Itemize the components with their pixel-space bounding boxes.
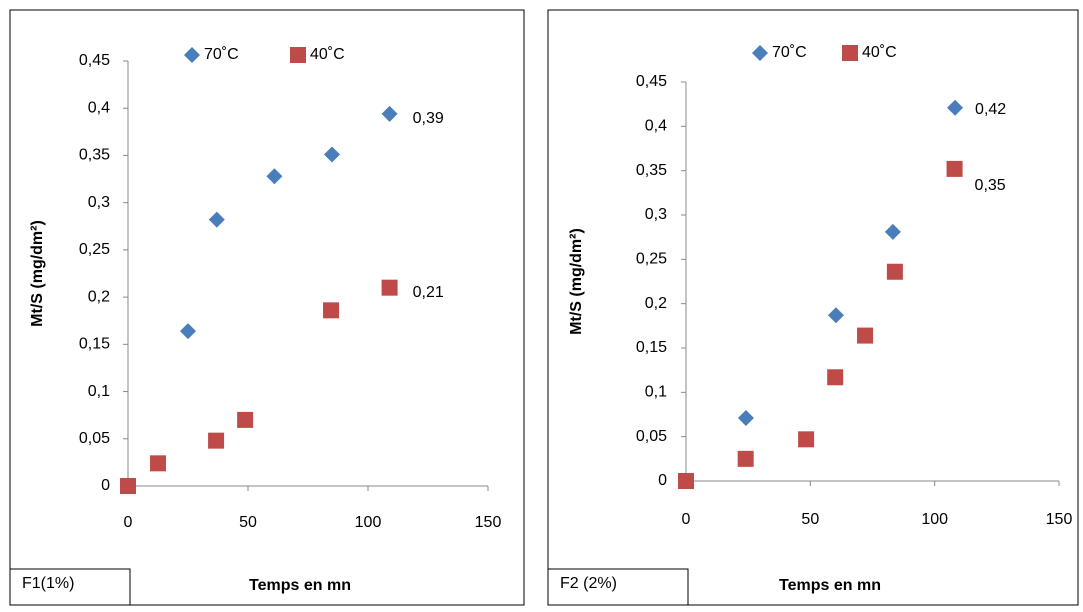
y-tick-label: 0,3 xyxy=(645,206,667,223)
x-tick-label: 50 xyxy=(239,514,257,531)
legend-marker xyxy=(752,45,768,61)
x-axis-title: Temps en mn xyxy=(249,577,351,594)
legend-marker xyxy=(842,45,858,61)
y-tick-label: 0,4 xyxy=(645,118,667,135)
data-label: 0,42 xyxy=(975,101,1006,118)
diamond-marker xyxy=(737,410,754,427)
x-tick-label: 150 xyxy=(1046,511,1073,528)
y-tick-label: 0,05 xyxy=(636,428,667,445)
data-label: 0,35 xyxy=(975,177,1006,194)
chart-frame xyxy=(547,9,1079,606)
diamond-marker xyxy=(180,323,196,340)
annotation: F1(1%) xyxy=(22,575,74,592)
data-label: 0,39 xyxy=(413,110,444,127)
legend-label: 40˚C xyxy=(862,44,897,61)
x-tick-label: 0 xyxy=(682,511,691,528)
y-tick-label: 0,35 xyxy=(79,147,110,164)
y-tick-label: 0,25 xyxy=(636,251,667,268)
x-axis-title: Temps en mn xyxy=(779,577,881,594)
x-tick-label: 150 xyxy=(475,514,502,531)
square-marker xyxy=(886,263,903,280)
x-tick-label: 0 xyxy=(124,514,133,531)
y-tick-label: 0,4 xyxy=(88,99,110,116)
legend-label: 70˚C xyxy=(772,44,807,61)
y-tick-label: 0,1 xyxy=(88,383,110,400)
y-tick-label: 0,1 xyxy=(645,384,667,401)
square-marker xyxy=(798,431,815,448)
annotation-box xyxy=(9,568,131,606)
legend-marker xyxy=(290,47,306,63)
square-marker xyxy=(237,411,254,428)
y-tick-label: 0,15 xyxy=(636,339,667,356)
y-tick-label: 0,2 xyxy=(645,295,667,312)
square-marker xyxy=(827,369,844,386)
square-marker xyxy=(737,450,754,467)
diamond-marker xyxy=(208,211,225,228)
square-marker xyxy=(150,455,166,472)
x-tick-label: 50 xyxy=(801,511,819,528)
y-tick-label: 0,45 xyxy=(79,52,110,69)
square-marker xyxy=(857,327,874,344)
square-marker xyxy=(323,302,340,319)
annotation: F2 (2%) xyxy=(560,575,617,592)
diamond-marker xyxy=(884,223,901,240)
square-marker xyxy=(678,473,694,489)
annotation-box xyxy=(547,568,689,606)
y-tick-label: 0,15 xyxy=(79,336,110,353)
legend-label: 40˚C xyxy=(310,46,345,63)
legend-marker xyxy=(184,47,200,63)
y-tick-label: 0,25 xyxy=(79,241,110,258)
diamond-marker xyxy=(947,99,964,116)
legend-label: 70˚C xyxy=(204,46,239,63)
diamond-marker xyxy=(827,307,844,324)
square-marker xyxy=(208,432,225,449)
y-tick-label: 0,05 xyxy=(79,430,110,447)
diamond-marker xyxy=(381,105,398,122)
x-tick-label: 100 xyxy=(921,511,948,528)
y-axis-title: Mt/S (mg/dm²) xyxy=(29,220,46,327)
square-marker xyxy=(120,478,136,494)
diamond-marker xyxy=(266,168,283,185)
y-tick-label: 0,45 xyxy=(636,73,667,90)
y-tick-label: 0 xyxy=(101,477,110,494)
chart-frame xyxy=(9,9,525,606)
y-axis-title: Mt/S (mg/dm²) xyxy=(568,228,585,335)
x-tick-label: 100 xyxy=(355,514,382,531)
y-tick-label: 0,3 xyxy=(88,194,110,211)
y-tick-label: 0,2 xyxy=(88,288,110,305)
y-tick-label: 0,35 xyxy=(636,162,667,179)
square-marker xyxy=(381,279,398,296)
diamond-marker xyxy=(324,146,340,163)
y-tick-label: 0 xyxy=(658,472,667,489)
square-marker xyxy=(946,160,963,177)
data-label: 0,21 xyxy=(413,284,444,301)
